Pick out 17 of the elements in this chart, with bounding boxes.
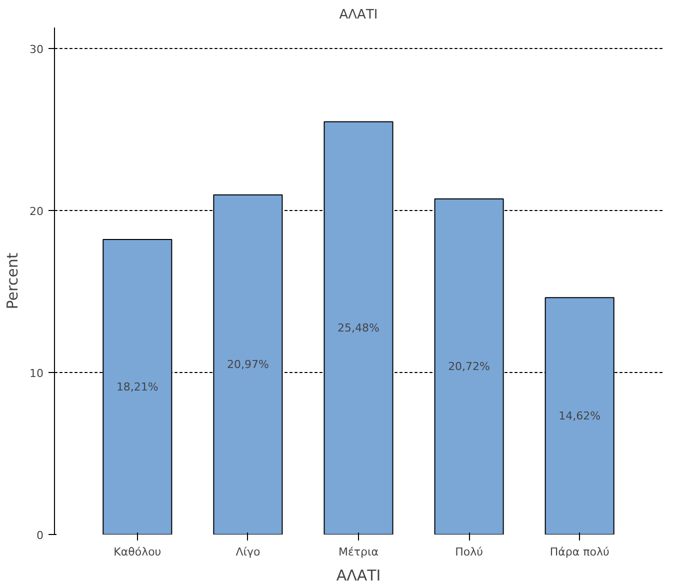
data-label: 18,21% xyxy=(116,380,158,394)
data-label: 20,72% xyxy=(448,360,490,374)
data-label: 14,62% xyxy=(558,410,601,423)
data-label: 20,97% xyxy=(226,358,269,372)
x-tick-label: Πάρα πολύ xyxy=(550,546,610,558)
x-tick-label: Πολύ xyxy=(455,546,483,558)
y-tick-label: 10 xyxy=(30,367,44,380)
x-tick-label: Λίγο xyxy=(236,546,260,558)
x-tick-label: Μέτρια xyxy=(338,546,379,558)
y-tick-label: 20 xyxy=(30,205,44,218)
y-tick-label: 0 xyxy=(36,529,44,542)
x-tick-label: Καθόλου xyxy=(114,546,162,558)
data-label: 25,48% xyxy=(338,322,380,335)
y-tick-label: 30 xyxy=(30,43,44,56)
chart-title: ΑΛΑΤΙ xyxy=(339,8,378,22)
y-axis-title: Percent xyxy=(4,252,22,310)
x-axis-title: ΑΛΑΤΙ xyxy=(336,566,381,584)
